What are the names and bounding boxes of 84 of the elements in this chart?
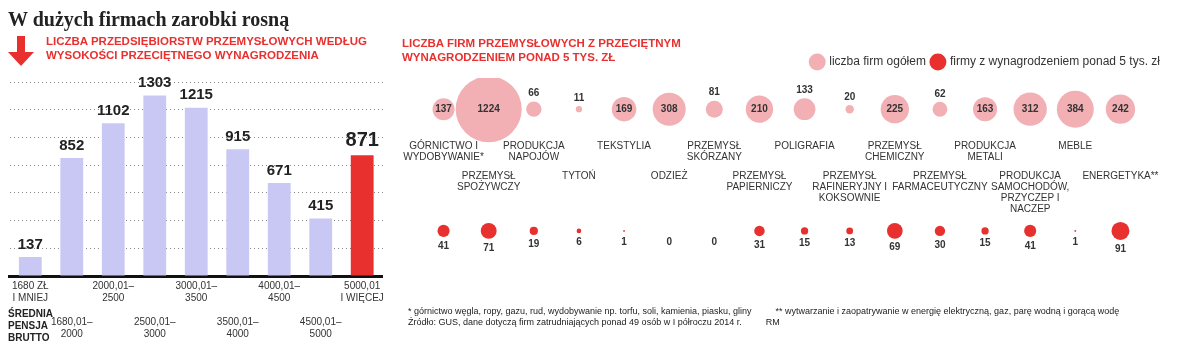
category-label: PRODUKCJA METALI	[954, 140, 1017, 163]
x-tick-label: 4500,01–5000	[299, 315, 342, 339]
bar	[60, 157, 84, 276]
data-label: 415	[308, 196, 334, 214]
data-label: 1224	[477, 102, 501, 114]
data-label: 137	[435, 102, 453, 114]
data-label: 852	[59, 135, 85, 153]
data-label: 15	[979, 237, 992, 249]
data-label: 91	[1114, 242, 1127, 254]
data-label: 871	[345, 127, 379, 150]
bar	[226, 149, 250, 276]
category-label: ENERGETYKA**	[1082, 170, 1159, 182]
data-label: 31	[753, 238, 766, 250]
category-label: TYTOŃ	[562, 169, 596, 182]
data-label: 19	[528, 237, 540, 249]
data-label: 62	[934, 87, 946, 99]
data-label: 1	[1072, 235, 1079, 247]
data-label: 312	[1021, 102, 1039, 114]
chart-title: W dużych firmach zarobki rosną	[8, 8, 291, 33]
category-label: PRZEMYSŁ SKÓRZANY	[686, 140, 743, 163]
data-label: 169	[615, 102, 633, 114]
data-label: 137	[17, 234, 43, 252]
data-label: 671	[266, 160, 292, 178]
text: ** wytwarzanie i zaopatrywanie w energię elektryczną, gaz, parę wodną i gorącą wodę	[775, 306, 1120, 317]
bar	[267, 183, 291, 276]
data-label: 41	[438, 239, 450, 251]
category-label: TEKSTYLIA	[597, 140, 652, 152]
data-label: 20	[844, 90, 856, 102]
legend-label: liczba firm ogółem	[829, 54, 926, 69]
x-tick-label: 2000,01–2500	[92, 279, 135, 303]
data-label: 915	[225, 126, 251, 144]
category-label: PRZEMYSŁ CHEMICZNY	[865, 140, 925, 163]
x-tick-label: 3000,01–3500	[175, 279, 218, 303]
data-label: 225	[886, 102, 904, 114]
data-label: 41	[1024, 239, 1037, 251]
data-label: 133	[796, 84, 814, 96]
chart-subtitle: LICZBA PRZEDSIĘBIORSTW PRZEMYSŁOWYCH WEDŁUG WYSOKOŚCI PRZECIĘTNEGO WYNAGRODZENIA	[46, 34, 368, 62]
category-label: POLIGRAFIA	[774, 140, 835, 152]
category-label: PRZEMYSŁ SPOŻYWCZY	[457, 170, 521, 193]
x-tick-label: 3500,01–4000	[216, 315, 260, 339]
bar	[184, 107, 208, 276]
data-label: 1303	[138, 73, 172, 91]
bar	[101, 123, 125, 276]
data-label: 1215	[179, 85, 213, 103]
data-label: 242	[1112, 102, 1130, 114]
data-label: 384	[1066, 102, 1085, 114]
data-label: 308	[660, 102, 678, 114]
data-label: 0	[711, 235, 718, 247]
data-label: 30	[934, 238, 946, 250]
x-tick-label: 4000,01–4500	[258, 279, 301, 303]
category-label: GÓRNICTWO I WYDOBYWANIE*	[403, 139, 485, 163]
data-label: 13	[844, 237, 856, 249]
category-label: PRODUKCJA NAPOJÓW	[502, 140, 565, 163]
bar	[18, 257, 42, 276]
text: LICZBA FIRM PRZEMYSŁOWYCH Z PRZECIĘTNYM WYNAGRODZENIEM PONAD 5 TYS. ZŁ	[402, 36, 682, 64]
text: RM	[765, 317, 780, 328]
category-label: ODZIEŻ	[650, 169, 688, 182]
data-label: 1102	[96, 100, 130, 118]
category-label: MEBLE	[1058, 140, 1093, 152]
category-label: PRODUKCJA SAMOCHODÓW, PRZYCZEP I NACZEP	[991, 170, 1070, 215]
data-label: 163	[976, 102, 994, 114]
bar	[143, 95, 167, 276]
category-label: PRZEMYSŁ FARMACEUTYCZNY	[892, 170, 989, 193]
x-tick-label: 2500,01–3000	[133, 315, 177, 339]
bar	[309, 218, 333, 276]
data-label: 0	[666, 235, 673, 247]
legend-label: firmy z wynagrodzeniem ponad 5 tys. zł	[949, 54, 1161, 69]
data-label: 71	[483, 241, 495, 253]
bar	[350, 155, 374, 276]
data-label: 6	[576, 235, 583, 247]
data-label: 81	[708, 86, 721, 98]
data-label: 69	[889, 241, 901, 253]
data-label: 1	[621, 235, 628, 247]
data-label: 66	[528, 87, 540, 99]
category-label: PRZEMYSŁ PAPIERNICZY	[726, 170, 793, 193]
category-label: PRZEMYSŁ RAFINERYJNY I KOKSOWNIE	[812, 170, 888, 204]
x-tick-label: 1680,01–2000	[50, 315, 94, 339]
data-label: 11	[573, 91, 585, 103]
x-tick-label: 1680 ZŁ I MNIEJ	[11, 279, 50, 303]
x-tick-label: 5000,01 I WIĘCEJ	[340, 279, 384, 303]
text: Źródło: GUS, dane dotyczą firm zatrudniających ponad 49 osób w I półroczu 2014 r.	[408, 317, 742, 328]
data-label: 210	[751, 102, 769, 114]
data-label: 15	[799, 237, 811, 249]
text: * górnictwo węgla, ropy, gazu, rud, wydobywanie np. torfu, soli, kamienia, piasku, gliny	[408, 306, 752, 317]
